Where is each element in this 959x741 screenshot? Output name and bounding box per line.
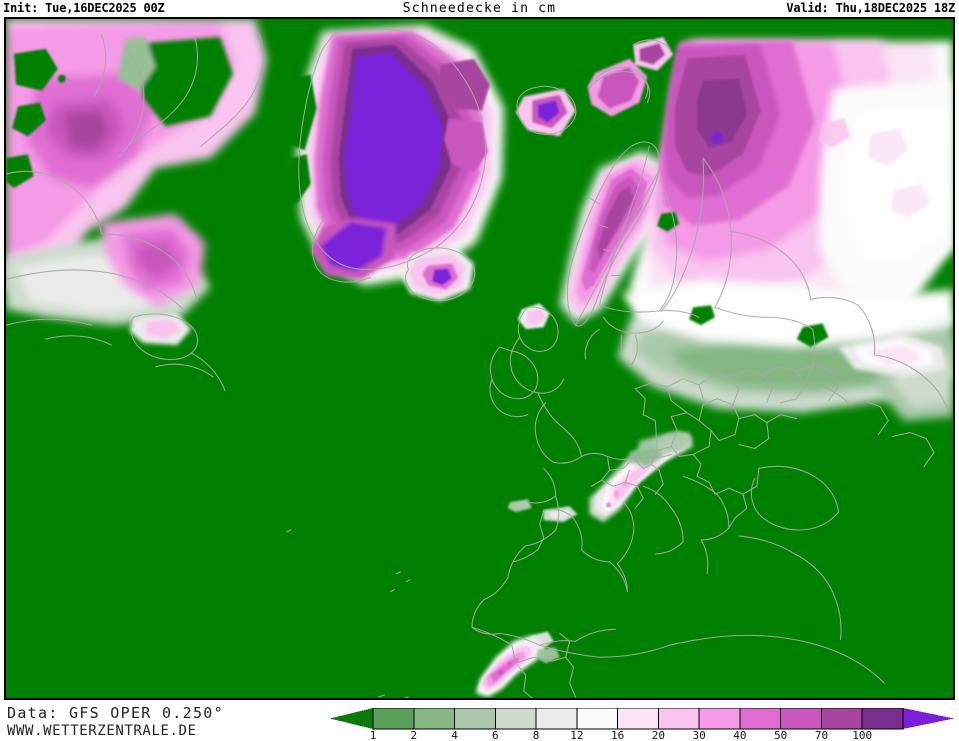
coastlines-and-borders [6, 28, 949, 698]
data-source-label: Data: GFS OPER 0.250° [7, 704, 224, 722]
colorbar-tick-label: 70 [815, 729, 828, 741]
region-northwest-russia-snow [629, 40, 953, 377]
region-alps [589, 430, 694, 523]
colorbar-swatch [862, 708, 903, 729]
colorbar-tick-label: 50 [774, 729, 787, 741]
region-newfoundland [129, 313, 192, 346]
colorbar-swatch [739, 708, 781, 729]
colorbar-swatch [821, 708, 863, 729]
page-title: Schneedecke in cm [402, 1, 557, 16]
region-baffin-bay-water [280, 74, 317, 204]
colorbar-swatch [454, 708, 496, 729]
region-southeast-mountain-streak [838, 333, 947, 377]
valid-time-label: Valid: Thu,18DEC2025 18Z [786, 1, 955, 15]
region-baltic-green-patches [657, 211, 829, 348]
colorbar-tick-label: 20 [652, 729, 665, 741]
colorbar-tick-label: 4 [451, 729, 458, 741]
colorbar-tick-label: 100 [852, 729, 872, 741]
colorbar-swatch [373, 708, 414, 729]
colorbar-swatch [536, 708, 577, 729]
colorbar-tick-label: 40 [733, 729, 746, 741]
colorbar-tick-label: 8 [533, 729, 540, 741]
header-bar: Init: Tue,16DEC2025 00Z Schneedecke in c… [0, 0, 959, 17]
colorbar-tick-label: 12 [570, 729, 583, 741]
colorbar-ticks [372, 708, 904, 730]
region-atlas-mountains [476, 631, 560, 698]
colorbar-swatch [576, 708, 618, 729]
colorbar-tick-label: 30 [693, 729, 706, 741]
colorbar-swatch [658, 708, 700, 729]
colorbar-swatch [495, 708, 537, 729]
colorbar-swatches [330, 708, 954, 729]
colorbar-legend: 1 2 4 6 8 12 16 20 30 40 50 70 100 [330, 708, 954, 741]
colorbar-swatch [699, 708, 740, 729]
colorbar-swatch [780, 708, 822, 729]
region-greenland [296, 24, 504, 286]
region-iceland [400, 247, 475, 302]
region-labrador [6, 213, 211, 326]
region-baltic-white-belt [621, 279, 953, 348]
colorbar-tick-label: 16 [611, 729, 624, 741]
colorbar-swatch [413, 708, 455, 729]
init-time-label: Init: Tue,16DEC2025 00Z [3, 1, 165, 15]
colorbar-swatch [617, 708, 659, 729]
colorbar-tick-label: 6 [492, 729, 499, 741]
snow-depth-map [6, 19, 953, 698]
colorbar-tick-label: 1 [370, 729, 377, 741]
colorbar-outline [372, 708, 904, 730]
map-frame [4, 17, 955, 700]
colorbar-tick-labels: 1 2 4 6 8 12 16 20 30 40 50 70 100 [370, 729, 872, 741]
website-label: WWW.WETTERZENTRALE.DE [7, 723, 197, 739]
colorbar-under-arrow [330, 708, 373, 729]
region-scandinavian-mountains [559, 36, 674, 324]
colorbar-over-arrow [903, 708, 954, 729]
colorbar-tick-label: 2 [410, 729, 417, 741]
